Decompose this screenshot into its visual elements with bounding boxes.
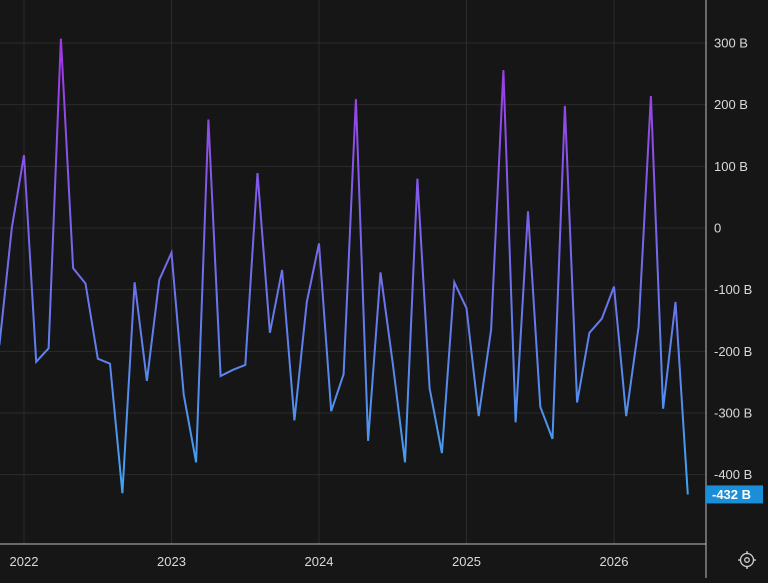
y-tick-label: 0	[714, 221, 721, 236]
y-tick-label: -400 B	[714, 467, 752, 482]
y-tick-label: 200 B	[714, 97, 748, 112]
x-tick-label: 2026	[600, 554, 629, 569]
settings-gear-icon[interactable]	[735, 548, 759, 572]
x-tick-label: 2023	[157, 554, 186, 569]
x-tick-label: 2025	[452, 554, 481, 569]
axes	[0, 0, 706, 578]
y-tick-label: -200 B	[714, 344, 752, 359]
grid	[0, 0, 706, 544]
series-line	[0, 39, 688, 495]
x-tick-label: 2022	[10, 554, 39, 569]
y-tick-label: 300 B	[714, 35, 748, 50]
last-value-label: -432 B	[706, 485, 763, 503]
y-tick-label: 100 B	[714, 159, 748, 174]
y-tick-labels: 300 B 200 B 100 B 0 -100 B -200 B -300 B -400 B	[714, 35, 752, 482]
x-tick-labels: 2022 2023 2024 2025 2026	[10, 554, 629, 569]
y-tick-label: -100 B	[714, 282, 752, 297]
last-value-text: -432 B	[712, 487, 751, 502]
x-tick-label: 2024	[305, 554, 334, 569]
series	[0, 39, 688, 495]
y-tick-label: -300 B	[714, 406, 752, 421]
